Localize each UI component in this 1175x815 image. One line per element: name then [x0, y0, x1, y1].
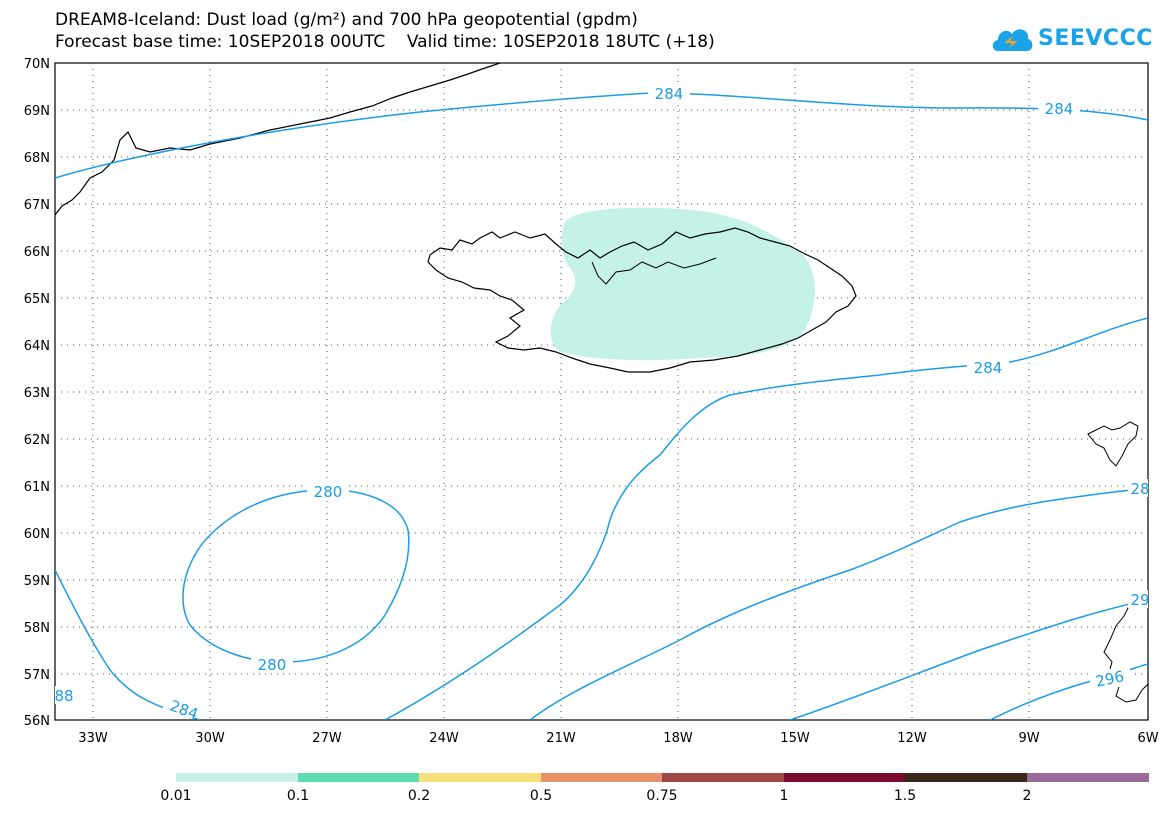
contour-292 [789, 599, 1148, 720]
contour-label: 284 [655, 85, 684, 103]
lon-label: 12W [897, 731, 927, 746]
map-title: DREAM8-Iceland: Dust load (g/m²) and 700… [55, 10, 638, 30]
seevccc-logo: SEEVCCC [990, 18, 1153, 58]
contour-288 [529, 487, 1148, 720]
dust-load-legend: 0.01 0.1 0.2 0.5 0.75 1 1.5 2 [160, 773, 1149, 804]
legend-label: 2 [1023, 788, 1032, 804]
contour-284-southwest [55, 569, 201, 720]
iceland-coastline [427, 227, 857, 373]
contour-label: 284 [1045, 100, 1074, 118]
lat-label: 61N [24, 480, 50, 495]
lat-label: 60N [24, 527, 50, 542]
lat-label: 57N [24, 668, 50, 683]
contour-284-north [55, 92, 1148, 179]
lon-axis: 33W 30W 27W 24W 21W 18W 15W 12W 9W 6W [78, 731, 1158, 746]
iceland-interior-coast [591, 257, 717, 285]
legend-swatch [298, 773, 419, 782]
lon-label: 6W [1137, 731, 1158, 746]
lon-label: 21W [546, 731, 576, 746]
dust-load-area [550, 207, 816, 360]
lat-label: 58N [24, 621, 50, 636]
legend-swatch [419, 773, 541, 782]
geopotential-contours [55, 92, 1148, 720]
lon-label: 33W [78, 731, 108, 746]
contour-label: 296 [1094, 667, 1126, 691]
legend-swatch [662, 773, 784, 782]
lat-label: 70N [24, 57, 50, 72]
contour-label: 284 [974, 359, 1003, 377]
lat-label: 65N [24, 292, 50, 307]
faroe-islands [1087, 421, 1139, 467]
legend-label: 0.75 [646, 788, 677, 804]
lat-label: 64N [24, 339, 50, 354]
legend-label: 0.01 [160, 788, 191, 804]
legend-swatch [1027, 773, 1149, 782]
lat-label: 67N [24, 198, 50, 213]
contour-284-central [384, 317, 1148, 720]
graticule [55, 63, 1148, 720]
legend-swatch [905, 773, 1027, 782]
lon-label: 30W [195, 731, 225, 746]
contour-label: 28 [1130, 480, 1149, 498]
lat-axis: 70N 69N 68N 67N 66N 65N 64N 63N 62N 61N … [24, 57, 50, 729]
legend-label: 0.5 [530, 788, 552, 804]
legend-label: 1.5 [894, 788, 916, 804]
legend-swatch [176, 773, 298, 782]
lon-label: 24W [429, 731, 459, 746]
lat-label: 62N [24, 433, 50, 448]
contour-labels: 284 284 284 280 280 284 88 28 29 296 [54, 84, 1149, 724]
cloud-logo-icon [992, 29, 1033, 51]
contour-280-loop [182, 489, 410, 663]
contour-label: 280 [314, 483, 343, 501]
greenland-coastline [55, 63, 501, 216]
lon-label: 15W [780, 731, 810, 746]
logo-text: SEEVCCC [1038, 25, 1153, 51]
legend-swatch [784, 773, 905, 782]
map-subtitle: Forecast base time: 10SEP2018 00UTC Vali… [55, 32, 715, 52]
lat-label: 59N [24, 574, 50, 589]
lat-label: 66N [24, 245, 50, 260]
legend-label: 0.2 [408, 788, 430, 804]
lat-label: 69N [24, 104, 50, 119]
lat-label: 63N [24, 386, 50, 401]
lon-label: 9W [1018, 731, 1039, 746]
legend-swatch [541, 773, 662, 782]
legend-label: 1 [780, 788, 789, 804]
lat-label: 56N [24, 714, 50, 729]
contour-label: 88 [54, 687, 73, 705]
contour-label: 29 [1130, 591, 1149, 609]
lat-label: 68N [24, 151, 50, 166]
lon-label: 27W [312, 731, 342, 746]
lon-label: 18W [663, 731, 693, 746]
contour-label: 280 [258, 656, 287, 674]
contour-label: 284 [167, 697, 200, 724]
legend-label: 0.1 [287, 788, 309, 804]
